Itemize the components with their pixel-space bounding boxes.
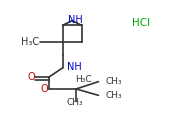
Text: H₃C: H₃C <box>75 75 91 84</box>
Text: NH: NH <box>67 62 82 72</box>
Text: CH₃: CH₃ <box>66 98 83 107</box>
Text: CH₃: CH₃ <box>106 77 122 86</box>
Text: H₃C: H₃C <box>21 37 39 47</box>
Text: O: O <box>27 72 35 82</box>
Text: HCl: HCl <box>132 17 150 27</box>
Text: O: O <box>41 84 48 94</box>
Text: CH₃: CH₃ <box>106 91 122 100</box>
Text: NH: NH <box>68 15 83 25</box>
